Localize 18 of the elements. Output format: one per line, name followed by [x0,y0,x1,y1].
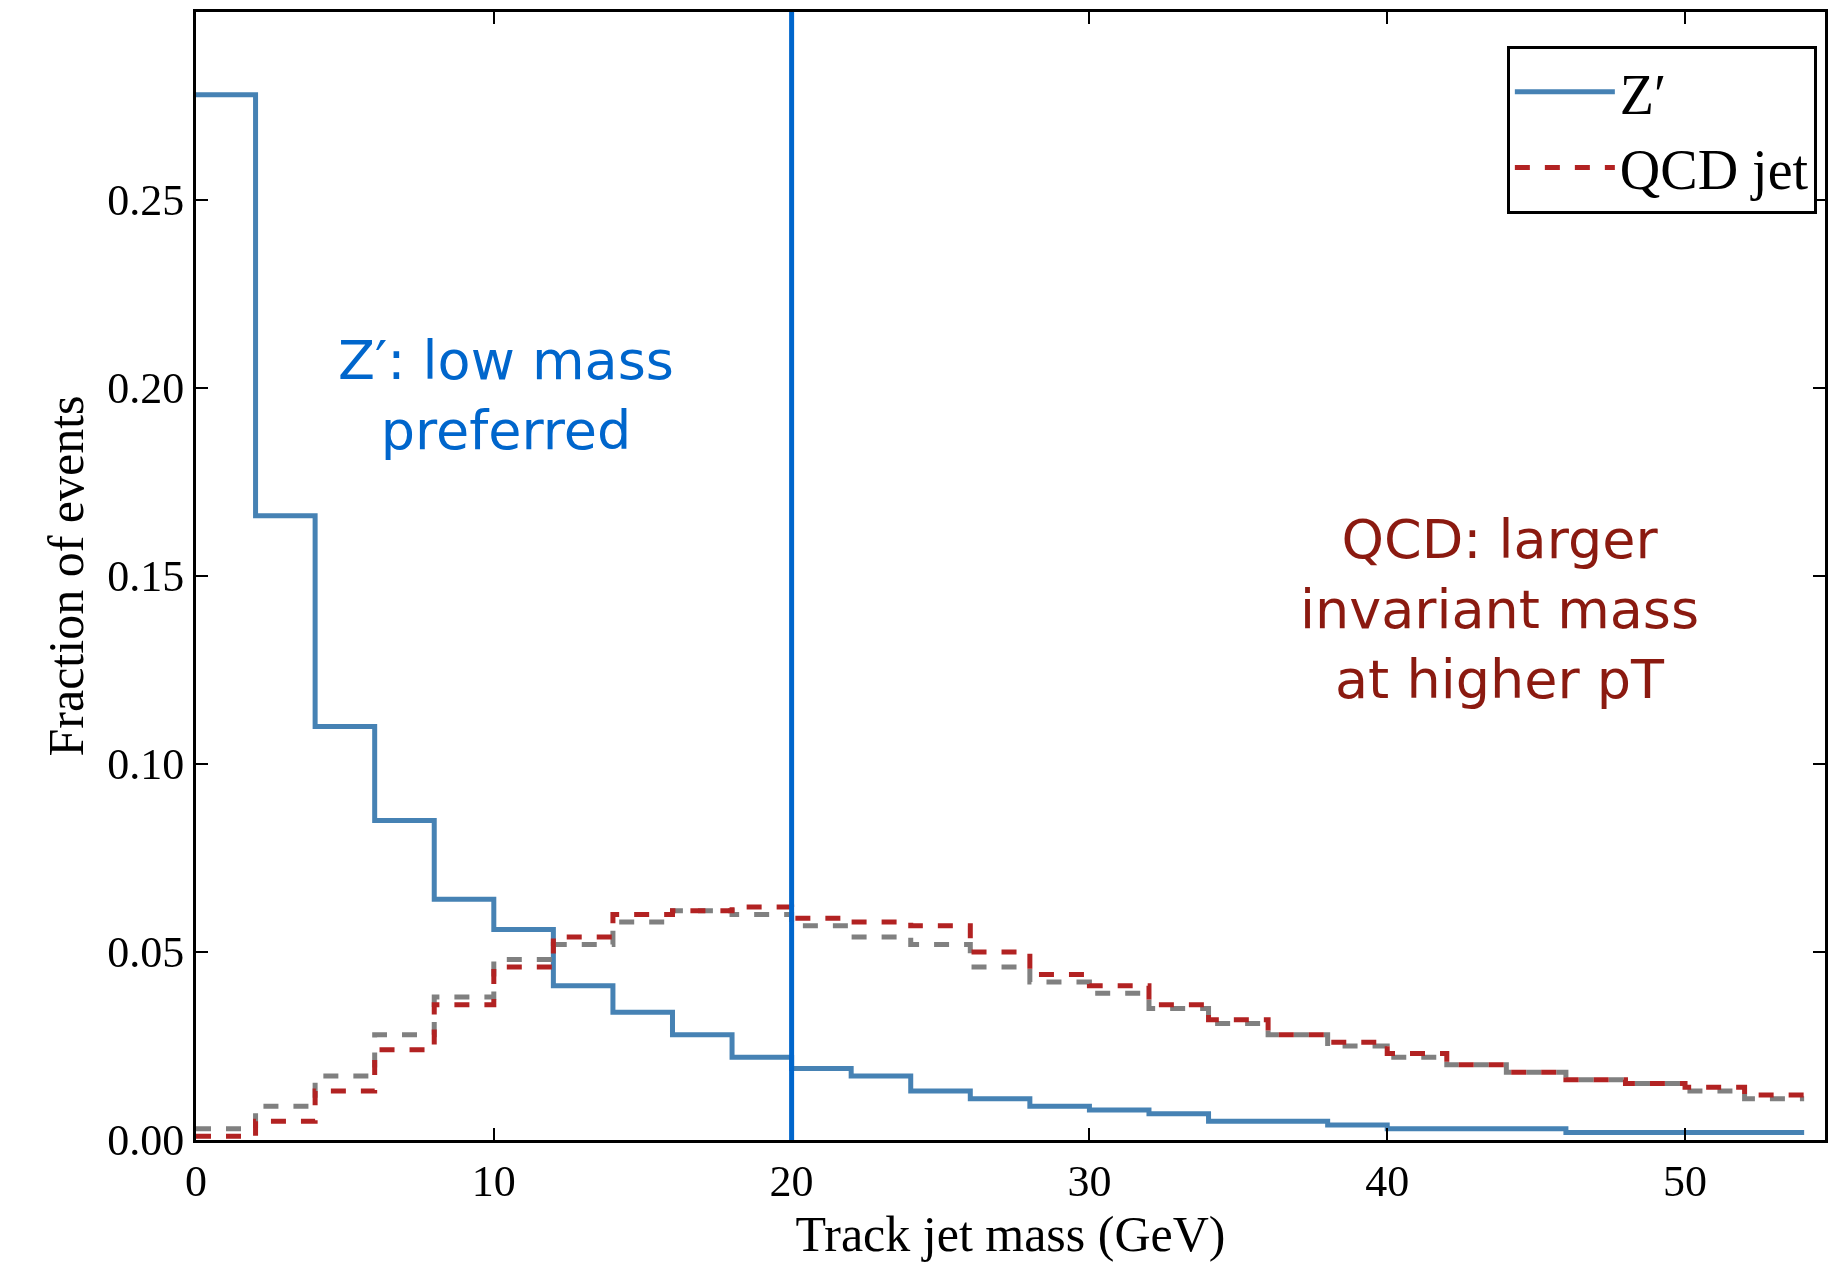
legend-label: Z′ [1619,63,1667,126]
y-axis-title: Fraction of events [38,395,95,757]
legend-label: QCD jet [1619,139,1809,202]
x-tick-label: 0 [185,1156,207,1206]
annotation: QCD: larger invariant mass at higher pT [1300,508,1700,712]
y-tick-label: 0.15 [107,552,185,602]
x-axis-title: Track jet mass (GeV) [795,1205,1226,1262]
x-tick-label: 40 [1365,1156,1410,1206]
y-tick-label: 0.25 [107,176,185,226]
x-tick-label: 30 [1067,1156,1112,1206]
y-tick-label: 0.10 [107,740,185,790]
x-tick-label: 10 [471,1156,516,1206]
y-tick-label: 0.00 [107,1116,185,1166]
x-tick-label: 50 [1663,1156,1708,1206]
y-tick-label: 0.20 [107,364,185,414]
annotation: Z′: low mass preferred [338,329,674,463]
y-tick-label: 0.05 [107,928,185,978]
x-tick-label: 20 [769,1156,814,1206]
